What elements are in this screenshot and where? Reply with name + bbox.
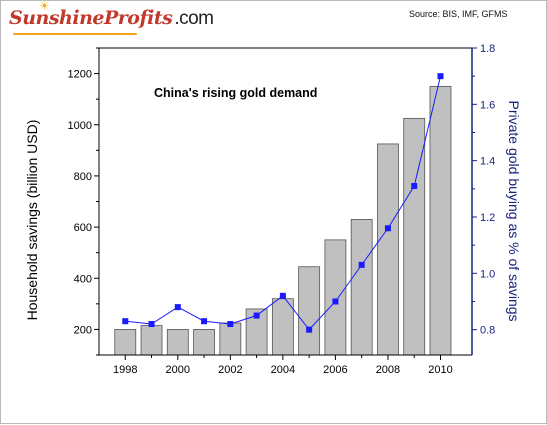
x-tick-label: 2000 bbox=[166, 364, 190, 376]
bar bbox=[193, 329, 215, 356]
bar bbox=[140, 325, 163, 356]
sunshine-profits-logo[interactable]: ☀ SunshineProfits .com bbox=[9, 0, 214, 35]
y2-tick-label: 1.8 bbox=[480, 43, 495, 55]
line-series bbox=[122, 73, 444, 333]
logo-suffix: .com bbox=[174, 8, 214, 29]
bar bbox=[324, 239, 347, 356]
x-tick-label: 2004 bbox=[271, 364, 295, 376]
line-marker bbox=[437, 73, 444, 80]
y2-axis-label: Private gold buying as % of savings bbox=[506, 100, 522, 321]
line-marker bbox=[411, 183, 418, 190]
y-tick-label: 600 bbox=[74, 222, 92, 234]
line-marker bbox=[122, 318, 129, 325]
line-marker bbox=[279, 292, 286, 299]
line-marker bbox=[332, 298, 339, 305]
bar bbox=[219, 322, 242, 356]
x-tick-label: 2006 bbox=[323, 364, 347, 376]
sun-icon: ☀ bbox=[39, 0, 50, 13]
y-tick-label: 800 bbox=[74, 171, 92, 183]
bar bbox=[429, 85, 452, 356]
line-marker bbox=[384, 225, 391, 232]
bar-series bbox=[114, 85, 452, 356]
line-marker bbox=[253, 312, 260, 319]
y2-tick-label: 1.0 bbox=[480, 268, 495, 280]
source-note: Source: BIS, IMF, GFMS bbox=[409, 9, 508, 19]
x-tick-label: 2008 bbox=[376, 364, 400, 376]
x-tick-label: 2002 bbox=[218, 364, 242, 376]
y-tick-label: 400 bbox=[74, 273, 92, 285]
logo-text: SunshineProfits bbox=[9, 7, 173, 29]
line-marker bbox=[174, 304, 181, 311]
x-tick-label: 1998 bbox=[113, 364, 137, 376]
bar bbox=[350, 219, 373, 356]
logo-underline bbox=[13, 33, 137, 35]
bar bbox=[298, 266, 321, 356]
y-tick-label: 1200 bbox=[68, 69, 92, 81]
bar bbox=[271, 298, 294, 356]
y2-tick-label: 1.2 bbox=[480, 212, 495, 224]
axes: 200 400 600 800 1000 1200 0.8 1.0 1.2 1.4 1.6 1.8 19… bbox=[68, 43, 496, 376]
bar bbox=[114, 329, 137, 356]
bar bbox=[377, 143, 399, 356]
y-axis-label: Household savings (billion USD) bbox=[24, 120, 40, 321]
line-marker bbox=[358, 261, 365, 268]
y-tick-label: 1000 bbox=[68, 120, 92, 132]
line-marker bbox=[227, 321, 234, 328]
line-marker bbox=[148, 321, 155, 328]
y2-tick-label: 1.4 bbox=[480, 156, 495, 168]
x-tick-label: 2010 bbox=[428, 364, 452, 376]
y2-tick-label: 1.6 bbox=[480, 99, 495, 111]
line-marker bbox=[306, 326, 313, 333]
y-tick-label: 200 bbox=[74, 324, 92, 336]
bar bbox=[166, 329, 189, 356]
line-marker bbox=[201, 318, 208, 325]
y2-tick-label: 0.8 bbox=[480, 325, 495, 337]
chart-title: China's rising gold demand bbox=[154, 86, 317, 100]
